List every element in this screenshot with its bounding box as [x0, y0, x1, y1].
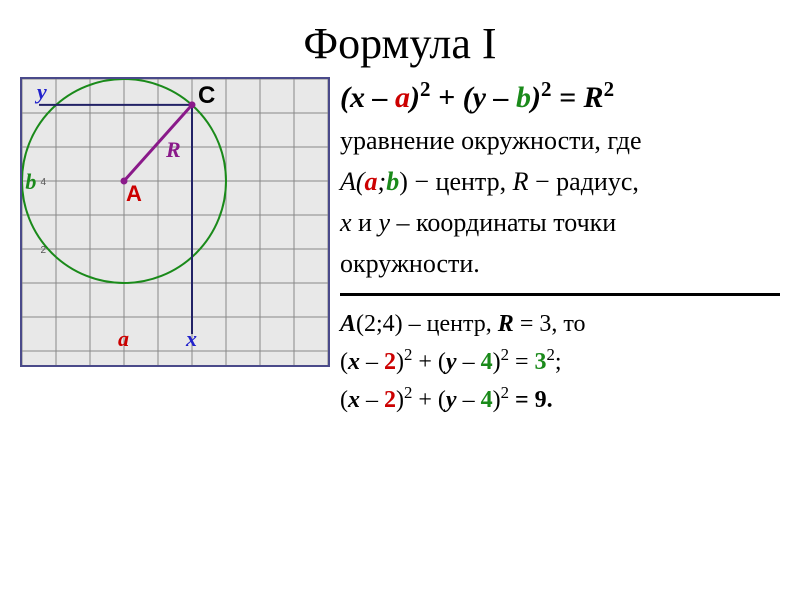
radius-text: − радиус, [528, 167, 638, 196]
ex3-plus: + ( [412, 387, 446, 413]
ex2-a: 2 [384, 349, 396, 375]
svg-text:x: x [185, 326, 197, 351]
svg-text:a: a [118, 326, 129, 351]
R-label: R [513, 167, 529, 196]
A-label: A( [340, 167, 365, 196]
ex2-s2: 2 [501, 345, 509, 364]
ex3-b: 4 [481, 387, 493, 413]
ex3-m1: – [360, 387, 384, 413]
example-block: А(2;4) – центр, R = 3, то (x – 2)2 + (y … [340, 306, 780, 418]
paren-close-1: ) [410, 81, 420, 114]
sq-2: 2 [541, 77, 552, 101]
text-column: (x – a)2 + (y – b)2 = R2 уравнение окруж… [336, 77, 780, 418]
circle-graph: 42ACRybax [22, 79, 328, 365]
var-x: x [350, 81, 365, 114]
svg-text:A: A [126, 181, 142, 206]
content-row: 42ACRybax (x – a)2 + (y – b)2 = R2 уравн… [0, 77, 800, 418]
equals: = [551, 81, 583, 114]
ex3-eq: = [509, 387, 535, 413]
ex2-c1: ) [396, 349, 404, 375]
var-a: a [395, 81, 410, 114]
y-coord: y [378, 208, 390, 237]
minus-2: – [486, 81, 516, 114]
description-line-1: уравнение окружности, где [340, 123, 780, 158]
ex3-s2: 2 [501, 383, 509, 402]
svg-text:C: C [198, 82, 215, 109]
page-title: Формула I [0, 0, 800, 77]
description-line-2: A(a;b) − центр, R − радиус, [340, 164, 780, 199]
example-line-1: А(2;4) – центр, R = 3, то [340, 306, 780, 342]
ex3-a: 2 [384, 387, 396, 413]
ex-eq3: = 3, то [514, 311, 586, 337]
ex2-eq: = [509, 349, 535, 375]
ex-center: (2;4) – центр, [356, 311, 498, 337]
description-line-4: окружности. [340, 246, 780, 281]
ex2-end: ; [555, 349, 562, 375]
center-text: ) − центр, [399, 167, 512, 196]
a-in-center: a [365, 167, 378, 196]
sep-center: ; [378, 167, 387, 196]
main-formula: (x – a)2 + (y – b)2 = R2 [340, 77, 780, 115]
ex2-open: ( [340, 349, 348, 375]
ex3-c2: ) [493, 387, 501, 413]
ex2-m1: – [360, 349, 384, 375]
sq-1: 2 [420, 77, 431, 101]
ex2-s3: 2 [547, 345, 555, 364]
x-coord: x [340, 208, 352, 237]
ex3-open: ( [340, 387, 348, 413]
svg-text:R: R [165, 137, 181, 162]
paren-open-2: ( [463, 81, 473, 114]
ex-A: А [340, 311, 356, 337]
var-b: b [516, 81, 531, 114]
var-y: y [473, 81, 486, 114]
graph-panel: 42ACRybax [20, 77, 330, 367]
ex-R: R [498, 311, 514, 337]
example-line-2: (x – 2)2 + (y – 4)2 = 32; [340, 342, 780, 380]
ex2-x: x [348, 349, 360, 375]
ex3-x: x [348, 387, 360, 413]
ex3-y: y [446, 387, 457, 413]
var-R: R [584, 81, 604, 114]
and-text: и [352, 208, 379, 237]
plus: + [431, 81, 463, 114]
coord-text: – координаты точки [390, 208, 616, 237]
svg-text:b: b [25, 169, 36, 194]
description-line-3: x и y – координаты точки [340, 205, 780, 240]
example-line-3: (x – 2)2 + (y – 4)2 = 9. [340, 380, 780, 418]
ex2-m2: – [457, 349, 481, 375]
paren-close-2: ) [531, 81, 541, 114]
ex2-y: y [446, 349, 457, 375]
paren-open: ( [340, 81, 350, 114]
ex2-b: 4 [481, 349, 493, 375]
ex2-c2: ) [493, 349, 501, 375]
svg-text:4: 4 [40, 177, 46, 188]
b-in-center: b [386, 167, 399, 196]
ex2-plus: + ( [412, 349, 446, 375]
divider-line [340, 293, 780, 296]
ex3-end: . [547, 387, 553, 413]
ex3-c1: ) [396, 387, 404, 413]
ex3-r: 9 [535, 387, 547, 413]
ex2-r: 3 [535, 349, 547, 375]
minus-1: – [365, 81, 395, 114]
ex3-m2: – [457, 387, 481, 413]
sq-R: 2 [604, 77, 615, 101]
